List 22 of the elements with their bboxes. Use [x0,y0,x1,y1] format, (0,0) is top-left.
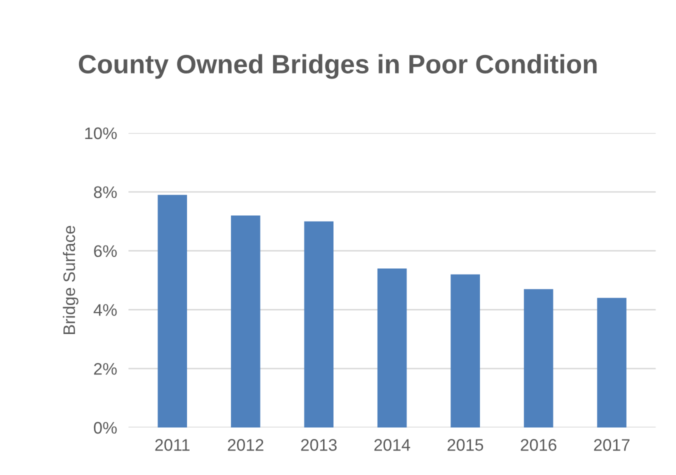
x-tick-label: 2014 [374,439,410,451]
x-tick-label: 2015 [448,439,484,451]
bar [230,215,260,428]
x-tick-label: 2016 [520,439,556,451]
bar [450,274,480,428]
x-tick-label: 2017 [594,439,630,451]
bar [304,221,334,428]
bar [524,289,554,428]
y-tick-label: 4% [94,304,117,316]
y-tick-label: 6% [94,245,117,258]
y-axis-title: Bridge Surface [62,226,78,334]
y-tick-label: 2% [94,363,117,375]
x-tick-label: 2012 [228,439,264,451]
y-tick-label: 8% [94,186,117,198]
y-tick-label: 0% [94,422,117,434]
x-tick-label: 2011 [155,439,190,451]
y-tick-label: 10% [85,127,117,140]
bar [597,298,626,428]
chart-title: County Owned Bridges in Poor Condition [78,54,597,79]
bar [158,194,188,428]
bar [377,268,407,428]
x-tick-label: 2013 [301,439,337,451]
